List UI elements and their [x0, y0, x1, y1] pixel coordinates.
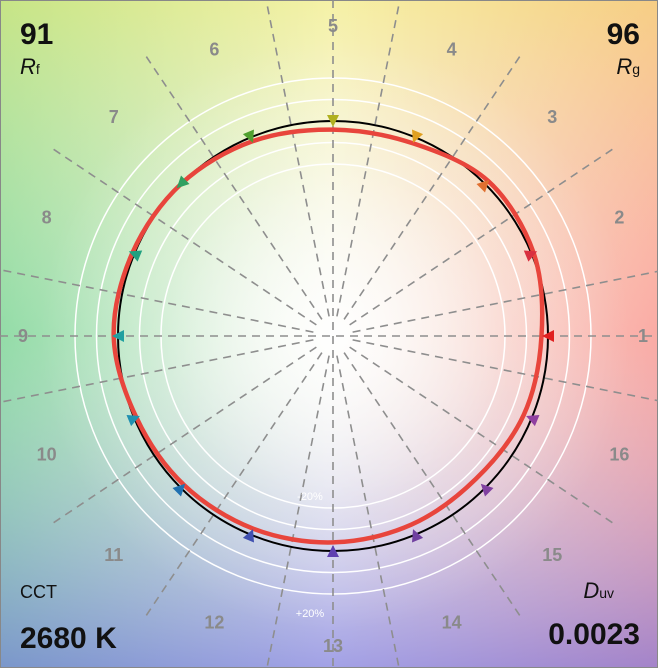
bin-boundary-line — [336, 355, 400, 668]
hue-arrow-7 — [176, 175, 190, 189]
hue-arrow-11 — [172, 483, 186, 497]
bin-label-5: 5 — [328, 16, 338, 36]
hue-arrow-6 — [242, 129, 254, 143]
bin-boundary-line — [349, 146, 617, 326]
ring-label-minus: -20% — [297, 491, 323, 503]
hue-arrow-1 — [542, 330, 554, 342]
hue-arrow-9 — [112, 330, 124, 342]
bin-boundary-line — [343, 352, 523, 620]
cct-value: 2680 K — [20, 622, 117, 655]
bin-label-13: 13 — [323, 636, 343, 656]
rf-value: 91 — [20, 18, 54, 51]
duv-symbol: Duv — [583, 578, 614, 604]
duv-value: 0.0023 — [548, 618, 640, 651]
cct-label: CCT — [20, 582, 57, 602]
bin-boundary-line — [266, 355, 330, 668]
bin-label-8: 8 — [42, 207, 52, 227]
hue-arrow-16 — [526, 415, 540, 427]
hue-arrow-15 — [480, 483, 494, 497]
bin-label-6: 6 — [209, 40, 219, 60]
hue-arrow-14 — [412, 529, 424, 543]
bin-label-10: 10 — [37, 445, 57, 465]
rf-symbol-sub: f — [35, 61, 40, 77]
hue-arrow-5 — [327, 115, 339, 127]
background-glow — [40, 40, 630, 630]
bin-boundary-line — [143, 52, 323, 320]
bin-label-9: 9 — [18, 326, 28, 346]
duv-symbol-letter: D — [583, 578, 600, 603]
bin-label-12: 12 — [204, 612, 224, 632]
bin-label-3: 3 — [547, 107, 557, 127]
hue-arrow-4 — [412, 129, 424, 143]
rg-symbol: Rg — [616, 54, 640, 80]
rf-symbol: Rf — [20, 54, 40, 80]
bin-boundary-line — [265, 2, 330, 317]
bin-boundary-line — [352, 270, 658, 333]
bin-label-11: 11 — [104, 545, 123, 565]
rg-value: 96 — [606, 18, 640, 51]
bin-label-16: 16 — [609, 445, 629, 465]
bin-label-7: 7 — [109, 107, 119, 127]
bin-label-14: 14 — [442, 612, 462, 632]
ring-label-plus: +20% — [296, 608, 325, 620]
bin-boundary-line — [336, 2, 401, 317]
rg-symbol-sub: g — [632, 61, 640, 77]
hue-arrow-2 — [523, 250, 538, 262]
hue-arrow-10 — [126, 415, 140, 427]
hue-arrow-3 — [476, 179, 490, 193]
bin-boundary-line — [143, 352, 323, 620]
bin-label-1: 1 — [638, 326, 648, 346]
rf-symbol-letter: R — [20, 54, 36, 79]
bin-boundary-line — [49, 146, 317, 326]
hue-arrow-8 — [128, 250, 143, 262]
bin-label-2: 2 — [614, 207, 624, 227]
bin-boundary-line — [349, 346, 617, 526]
duv-symbol-sub: uv — [599, 585, 614, 601]
bin-boundary-line — [0, 339, 314, 404]
hue-arrow-13 — [327, 545, 339, 557]
hue-arrow-12 — [242, 529, 254, 543]
bin-label-4: 4 — [447, 40, 457, 60]
bin-label-15: 15 — [542, 545, 562, 565]
bin-boundary-line — [343, 52, 523, 320]
bin-boundary-line — [49, 346, 317, 526]
bin-boundary-line — [352, 339, 658, 402]
rg-symbol-letter: R — [616, 54, 633, 79]
bin-boundary-line — [0, 268, 314, 333]
